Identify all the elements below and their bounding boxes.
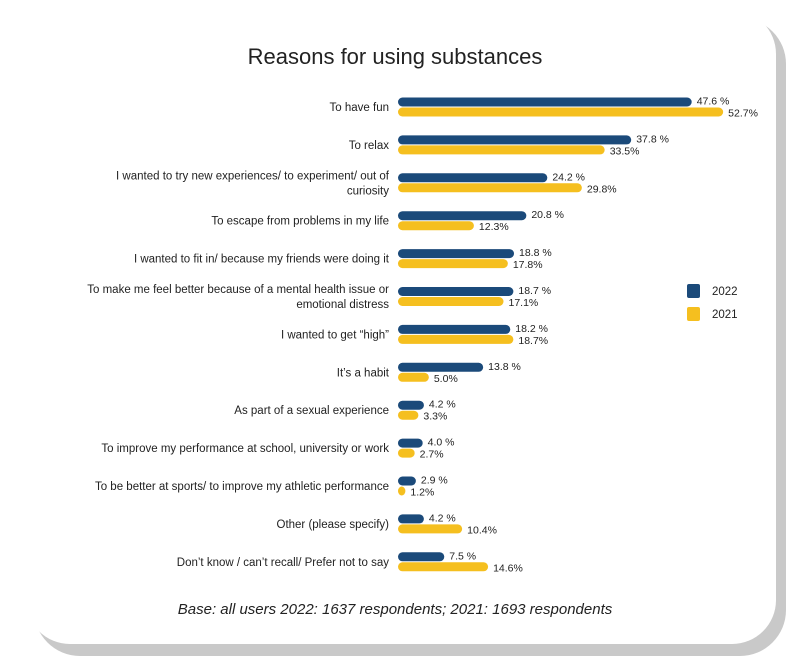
category-label: curiosity — [347, 185, 389, 197]
data-label-2022: 2.9 % — [421, 475, 448, 487]
bar-2021 — [398, 183, 582, 193]
legend-label-2022: 2022 — [712, 286, 738, 298]
data-label-2021: 2.7% — [420, 449, 444, 461]
data-label-2022: 18.2 % — [515, 323, 548, 335]
bar-2022 — [398, 287, 514, 296]
data-label-2022: 7.5 % — [449, 550, 476, 562]
data-label-2022: 47.6 % — [697, 96, 730, 108]
data-label-2021: 33.5% — [610, 145, 640, 157]
bar-2022 — [398, 476, 416, 486]
category-label: Other (please specify) — [277, 519, 390, 531]
category-label: To improve my performance at school, uni… — [101, 443, 389, 455]
category-label: It’s a habit — [337, 367, 390, 379]
base-footnote: Base: all users 2022: 1637 respondents; … — [177, 601, 613, 618]
bar-2021 — [398, 524, 463, 534]
data-label-2021: 12.3% — [479, 221, 509, 233]
data-label-2021: 1.2% — [410, 487, 434, 499]
category-label: I wanted to try new experiences/ to expe… — [116, 170, 390, 182]
bar-2021 — [398, 221, 474, 231]
bar-2021 — [398, 372, 429, 382]
data-label-2022: 13.8 % — [488, 361, 521, 373]
category-label: To escape from problems in my life — [211, 216, 389, 228]
category-label: To make me feel better because of a ment… — [87, 284, 389, 296]
bar-2021 — [398, 410, 419, 420]
bar-2022 — [398, 249, 514, 259]
data-label-2022: 20.8 % — [531, 209, 564, 221]
bar-2021 — [398, 145, 605, 155]
data-label-2022: 4.2 % — [429, 512, 456, 524]
chart-title: Reasons for using substances — [247, 44, 543, 69]
data-label-2022: 4.2 % — [429, 399, 456, 411]
legend-label-2021: 2021 — [712, 309, 738, 321]
category-label: I wanted to get “high” — [281, 329, 389, 341]
bar-2021 — [398, 259, 508, 269]
bar-2021 — [398, 107, 724, 117]
legend-swatch-2021 — [687, 307, 700, 321]
data-label-2021: 17.8% — [513, 259, 543, 271]
bar-2022 — [398, 173, 548, 183]
data-label-2022: 4.0 % — [428, 437, 455, 449]
category-label: To have fun — [330, 102, 389, 114]
bar-2022 — [398, 324, 511, 334]
bar-2022 — [398, 97, 692, 107]
data-label-2021: 3.3% — [423, 411, 447, 423]
bar-2022 — [398, 552, 445, 562]
data-label-2021: 52.7% — [728, 108, 758, 120]
bar-2021 — [398, 486, 406, 496]
bar-2022 — [398, 438, 423, 448]
data-label-2021: 17.1% — [509, 297, 539, 309]
data-label-2021: 14.6% — [493, 562, 523, 574]
legend-swatch-2022 — [687, 284, 700, 298]
category-label: emotional distress — [296, 299, 389, 311]
category-label: Don’t know / can’t recall/ Prefer not to… — [177, 557, 389, 569]
data-label-2021: 18.7% — [518, 335, 548, 347]
bar-2021 — [398, 562, 489, 572]
category-label: As part of a sexual experience — [234, 405, 389, 417]
category-label: To be better at sports/ to improve my at… — [95, 481, 389, 493]
data-label-2022: 37.8 % — [636, 133, 669, 145]
bar-2022 — [398, 400, 424, 410]
data-label-2021: 10.4% — [467, 524, 497, 536]
data-label-2022: 18.7 % — [518, 285, 551, 297]
data-label-2021: 29.8% — [587, 183, 617, 195]
bar-2022 — [398, 211, 527, 221]
data-label-2021: 5.0% — [434, 373, 458, 385]
bar-2021 — [398, 448, 415, 458]
bar-2022 — [398, 514, 424, 524]
bar-2022 — [398, 135, 632, 145]
category-label: I wanted to fit in/ because my friends w… — [134, 254, 390, 266]
bar-2021 — [398, 334, 514, 344]
data-label-2022: 18.8 % — [519, 247, 552, 259]
data-label-2022: 24.2 % — [552, 171, 585, 183]
category-label: To relax — [349, 140, 390, 152]
bar-2021 — [398, 297, 504, 306]
bar-2022 — [398, 362, 484, 372]
